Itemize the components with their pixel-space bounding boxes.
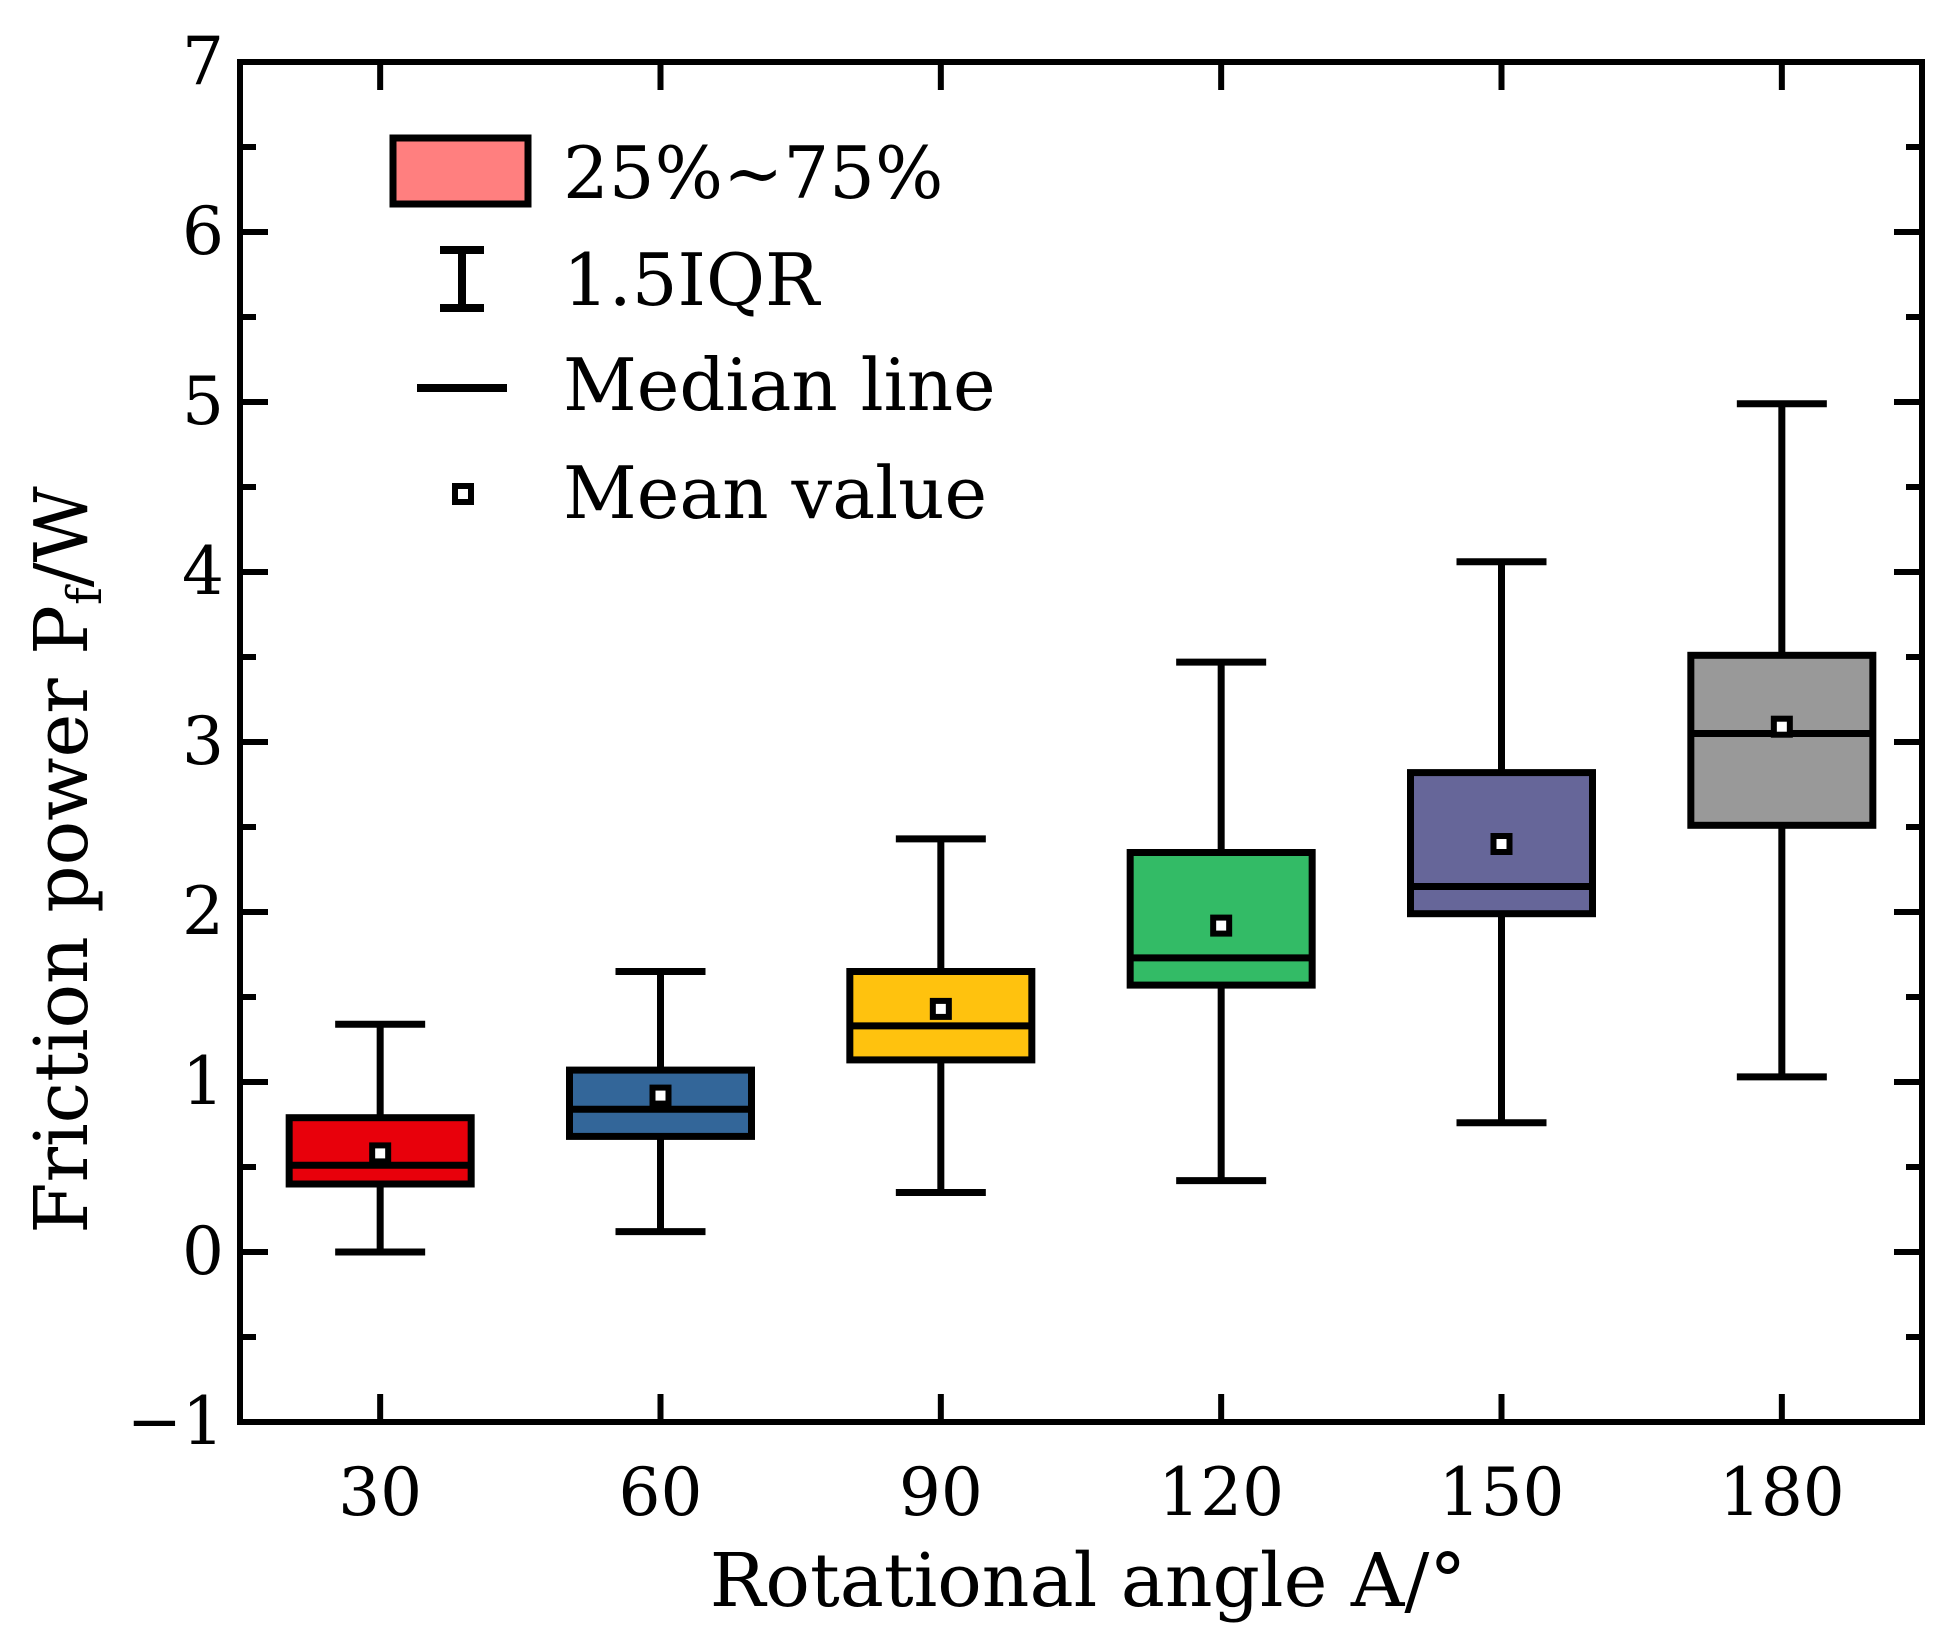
- axis-ticks: [240, 59, 1922, 1425]
- box-group: [1687, 400, 1877, 1081]
- y-tick-label: 1: [182, 1043, 224, 1120]
- legend-mean-label: Mean value: [563, 451, 987, 535]
- box-group: [1407, 558, 1596, 1127]
- mean-marker: [1210, 914, 1233, 937]
- y-tick-label: 3: [182, 703, 224, 780]
- boxes: [285, 400, 1877, 1256]
- y-axis-title-unit: /W: [19, 486, 105, 587]
- mean-marker-symbol-icon: [452, 483, 474, 505]
- whisker-symbol-icon: [440, 246, 484, 312]
- box-group: [285, 1020, 475, 1256]
- box-group: [566, 968, 755, 1236]
- y-axis-title: Friction power Pf/W: [19, 486, 113, 1233]
- x-tick-label: 90: [899, 1454, 983, 1531]
- y-axis-title-subscript: f: [57, 584, 113, 605]
- y-tick-label: 0: [182, 1213, 224, 1290]
- x-tick-label: 60: [619, 1454, 703, 1531]
- y-tick-label: 4: [182, 533, 224, 610]
- legend: 25%~75% 1.5IQR Median line Mean value: [389, 131, 996, 535]
- mean-marker: [1490, 833, 1513, 855]
- y-tick-label: 6: [182, 193, 224, 270]
- y-tick-label: −1: [127, 1383, 224, 1460]
- y-tick-label: 2: [182, 873, 224, 950]
- y-axis-title-main: Friction power P: [19, 605, 105, 1234]
- mean-marker: [929, 997, 952, 1020]
- box-group: [1126, 658, 1316, 1185]
- mean-marker: [1770, 715, 1793, 738]
- x-axis-title: Rotational angle A/°: [710, 1538, 1467, 1624]
- legend-box-label: 25%~75%: [563, 131, 943, 215]
- iqr-box: [1687, 651, 1877, 829]
- mean-marker: [369, 1142, 392, 1165]
- x-tick-labels: 30 60 90 120 150 180: [338, 1454, 1845, 1531]
- mean-marker: [649, 1084, 672, 1107]
- y-tick-label: 7: [182, 23, 224, 100]
- x-tick-label: 120: [1158, 1454, 1284, 1531]
- y-tick-label: 5: [182, 363, 224, 440]
- legend-whisker-label: 1.5IQR: [563, 238, 821, 322]
- y-tick-labels: −1 0 1 2 3 4 5 6 7: [127, 23, 224, 1460]
- x-tick-label: 30: [338, 1454, 422, 1531]
- x-tick-label: 150: [1439, 1454, 1565, 1531]
- legend-box-swatch: [389, 134, 532, 208]
- legend-median-label: Median line: [563, 343, 996, 427]
- x-tick-label: 180: [1719, 1454, 1845, 1531]
- plot-frame: [237, 59, 1925, 1425]
- box-group: [846, 835, 1036, 1196]
